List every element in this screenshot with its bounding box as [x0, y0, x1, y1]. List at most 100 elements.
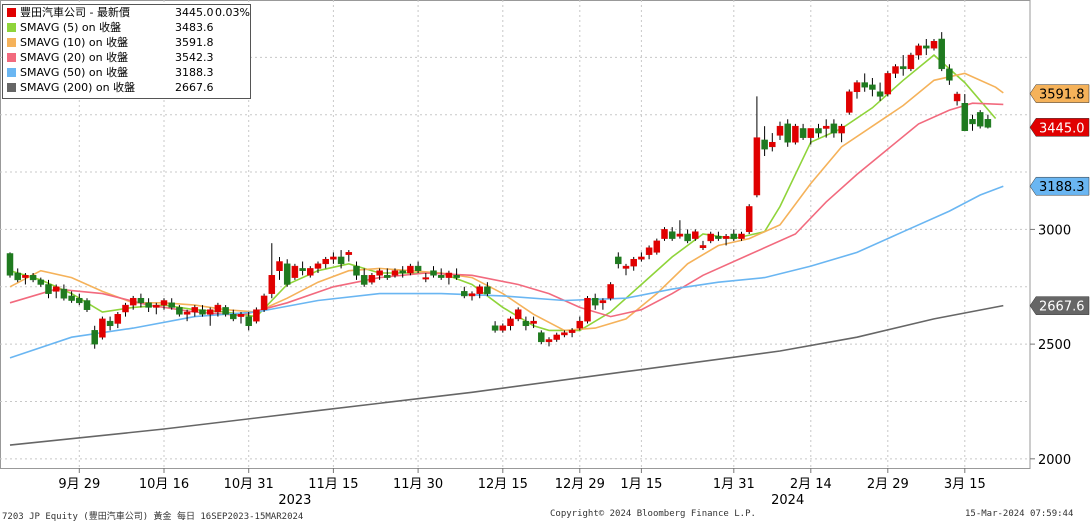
legend-entry: SMAVG (20) on 收盤 3542.3: [3, 50, 250, 65]
legend-label: 豐田汽車公司 - 最新價: [20, 6, 130, 19]
candle-body: [707, 233, 714, 242]
candle-body: [538, 332, 545, 343]
candle-body: [899, 66, 907, 70]
candle-body: [745, 206, 753, 232]
candle-body: [869, 84, 876, 90]
footer-security-info: 7203 JP Equity (豐田汽車公司) 黃金 每日 16SEP2023-…: [2, 512, 304, 522]
candle-body: [153, 304, 160, 308]
candle-body: [407, 265, 414, 274]
candle-body: [129, 297, 137, 306]
candle-body: [376, 270, 383, 276]
candle-body: [299, 268, 306, 271]
year-label: 2023: [278, 493, 311, 508]
legend-entry: SMAVG (10) on 收盤 3591.8: [3, 35, 250, 50]
price-tag-label: 3445.0: [1039, 121, 1085, 136]
footer-timestamp: 15-Mar-2024 07:59:44: [965, 509, 1074, 519]
candle-body: [507, 318, 514, 327]
candle-body: [645, 247, 653, 255]
candle-body: [322, 258, 329, 265]
candle-body: [892, 66, 899, 74]
candle-body: [99, 318, 106, 338]
candle-body: [953, 93, 961, 102]
x-tick-label: 10月 31: [224, 477, 274, 492]
legend-value: 3445.0: [175, 6, 214, 19]
price-tag-label: 3591.8: [1039, 88, 1085, 103]
candle-body: [522, 320, 530, 327]
x-tick-label: 11月 30: [393, 477, 443, 492]
legend-swatch: [7, 53, 16, 62]
series-line-smavg10: [9, 72, 1004, 332]
year-label: 2024: [771, 493, 804, 508]
candle-body: [946, 68, 953, 81]
candle-body: [276, 261, 283, 271]
candle-body: [468, 293, 476, 297]
candle-body: [476, 286, 483, 294]
candle-body: [568, 330, 576, 333]
y-tick-label: 2000: [1038, 453, 1071, 468]
series-line-smavg50: [9, 185, 1004, 359]
candle-body: [360, 275, 368, 285]
candle-body: [830, 123, 838, 134]
candle-body: [499, 325, 507, 331]
candle-body: [961, 102, 969, 132]
candle-body: [876, 91, 884, 97]
legend-swatch: [7, 68, 16, 77]
legend-change: 0.03%: [215, 6, 250, 19]
candle-body: [345, 252, 353, 255]
legend-label: SMAVG (20) on 收盤: [20, 51, 129, 64]
candle-body: [45, 284, 52, 294]
candle-body: [37, 279, 45, 285]
candle-body: [391, 270, 399, 276]
candle-body: [838, 125, 845, 134]
series-line-smavg20: [9, 102, 1004, 318]
x-tick-label: 9月 29: [58, 477, 100, 492]
legend-value: 3542.3: [175, 51, 214, 64]
candle-body: [822, 125, 830, 129]
candle-body: [268, 275, 276, 294]
candle-body: [807, 128, 815, 138]
candle-body: [91, 330, 98, 345]
candle-body: [638, 256, 645, 260]
price-tag-label: 3188.3: [1039, 180, 1085, 195]
candle-body: [330, 256, 337, 260]
candle-body: [784, 123, 791, 143]
candle-body: [245, 316, 252, 327]
candle-body: [461, 291, 468, 297]
y-tick-label: 2500: [1038, 338, 1071, 353]
candle-body: [52, 286, 60, 292]
legend-value: 3188.3: [175, 66, 214, 79]
candle-body: [553, 334, 560, 340]
candle-body: [160, 300, 168, 306]
series-line-smavg200: [9, 304, 1004, 446]
legend-swatch: [7, 83, 16, 92]
candle-body: [684, 233, 691, 242]
x-tick-label: 2月 14: [790, 477, 832, 492]
candle-body: [584, 297, 591, 322]
legend-value: 2667.6: [175, 81, 214, 94]
candle-body: [122, 304, 129, 313]
candle-body: [437, 275, 445, 278]
candle-body: [6, 253, 14, 276]
candle-body: [776, 125, 784, 136]
legend-label: SMAVG (5) on 收盤: [20, 21, 122, 34]
candle-body: [545, 339, 553, 343]
candle-body: [715, 236, 722, 239]
candle-body: [607, 284, 614, 299]
candle-body: [283, 263, 291, 285]
candle-body: [253, 309, 260, 322]
candle-body: [484, 286, 491, 294]
footer-copyright: Copyright© 2024 Bloomberg Finance L.P.: [550, 509, 756, 519]
candle-body: [792, 125, 799, 143]
candle-body: [206, 309, 214, 315]
x-tick-label: 2月 29: [867, 477, 909, 492]
candle-body: [853, 82, 861, 93]
candle-body: [307, 268, 314, 276]
candle-body: [761, 139, 768, 150]
legend-value: 3591.8: [175, 36, 214, 49]
candle-body: [114, 314, 122, 324]
candle-body: [60, 288, 68, 299]
candle-body: [145, 302, 152, 308]
candle-body: [668, 231, 676, 239]
candle-body: [653, 240, 661, 253]
candle-body: [430, 270, 437, 276]
